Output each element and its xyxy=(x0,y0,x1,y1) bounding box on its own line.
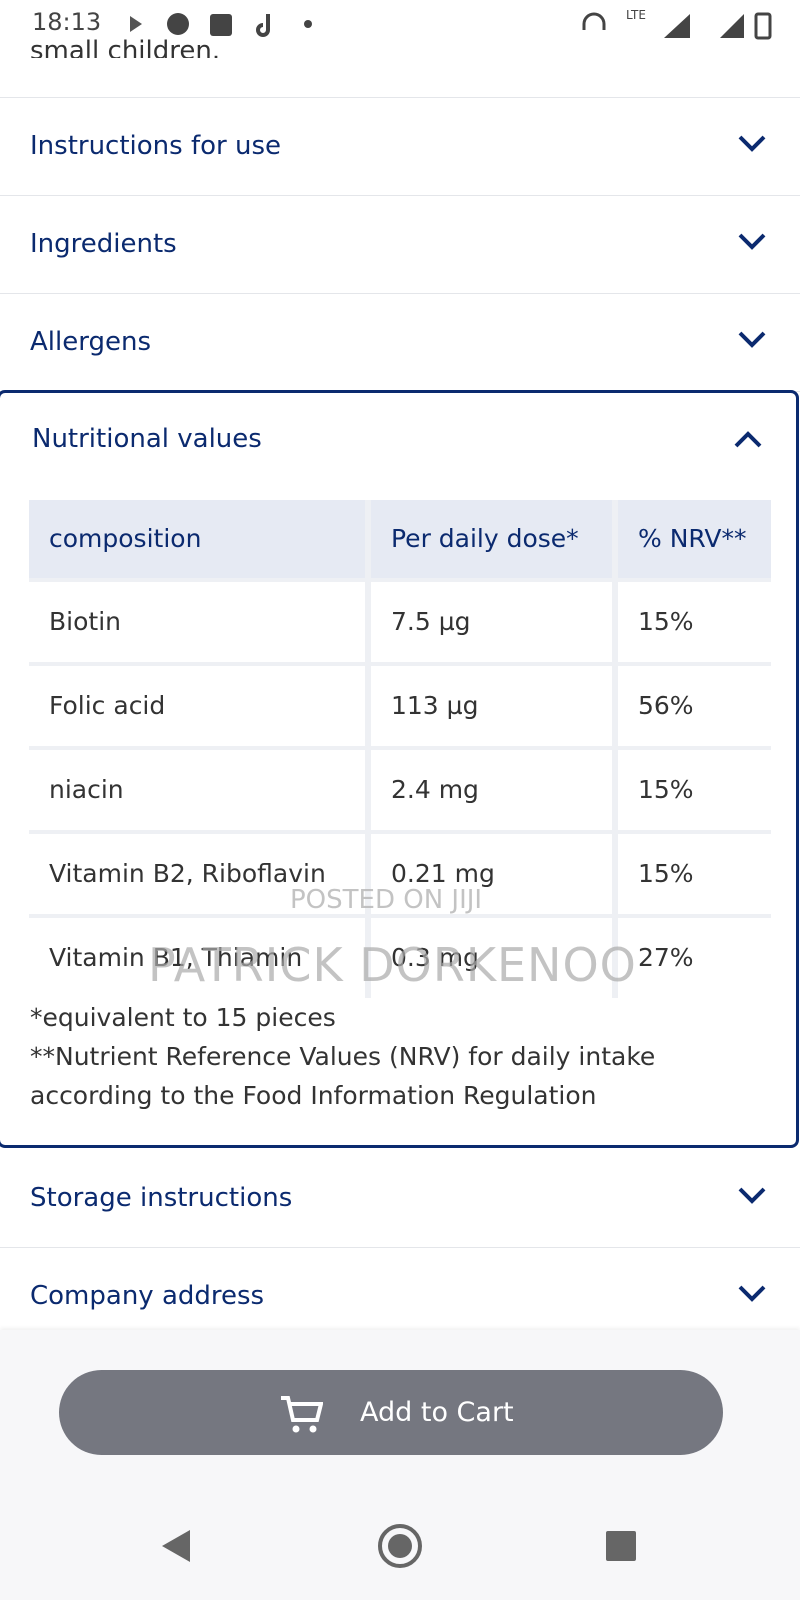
section-title[interactable]: Allergens xyxy=(30,327,151,357)
footnote: *equivalent to 15 pieces xyxy=(30,1003,336,1032)
table-cell: 113 µg xyxy=(371,666,612,746)
footnote: according to the Food Information Regula… xyxy=(30,1081,597,1110)
system-icons xyxy=(582,12,772,40)
chevron-down[interactable] xyxy=(737,1186,767,1206)
accordion-section[interactable]: Ingredients xyxy=(0,196,800,294)
status-bar: 18:13 LTE xyxy=(0,0,800,48)
table-cell: 2.4 mg xyxy=(371,750,612,830)
divider xyxy=(0,97,800,98)
section-title[interactable]: Company address xyxy=(30,1281,265,1311)
home-button[interactable] xyxy=(378,1524,422,1568)
table-cell: niacin xyxy=(29,750,365,830)
table-cell: 0.21 mg xyxy=(371,834,612,914)
nav-bar xyxy=(162,1524,636,1568)
table-cell: Folic acid xyxy=(29,666,365,746)
footnote: **Nutrient Reference Values (NRV) for da… xyxy=(30,1042,656,1071)
open-section: Nutritional values xyxy=(0,390,799,1148)
table-header-cell: composition xyxy=(29,500,365,578)
section-title[interactable]: Ingredients xyxy=(30,229,177,259)
table-cell: 15% xyxy=(618,582,771,662)
button-label[interactable]: Add to Cart xyxy=(360,1397,514,1428)
watermark-small: POSTED ON JIJI xyxy=(290,885,483,915)
cart-icon xyxy=(281,1396,323,1433)
app-icons xyxy=(130,13,312,37)
accordion-section[interactable]: Instructions for use xyxy=(0,98,800,196)
table-cell: 27% xyxy=(618,918,771,998)
section-title[interactable]: Nutritional values xyxy=(32,424,262,454)
table-cell: Biotin xyxy=(29,582,365,662)
time: 18:13 xyxy=(32,8,102,36)
section-title[interactable]: Storage instructions xyxy=(30,1183,293,1213)
table-cell: 15% xyxy=(618,750,771,830)
chevron-down[interactable] xyxy=(737,1284,767,1304)
table-cell: 0.3 mg xyxy=(371,918,612,998)
table-cell: Vitamin B1, Thiamin xyxy=(29,918,365,998)
accordion-section[interactable]: Storage instructions xyxy=(0,1150,800,1248)
table-header-cell: % NRV** xyxy=(618,500,771,578)
table-cell: 15% xyxy=(618,834,771,914)
add-to-cart-button[interactable]: Add to Cart xyxy=(59,1370,723,1455)
chevron-down[interactable] xyxy=(737,232,767,252)
accordion-section[interactable]: Allergens xyxy=(0,294,800,392)
recents-button[interactable] xyxy=(606,1531,636,1561)
partial-text: small children. xyxy=(30,36,221,58)
table-cell: Vitamin B2, Riboflavin xyxy=(29,834,365,914)
table-header-cell: Per daily dose* xyxy=(371,500,612,578)
nutrition-table: composition Per daily dose*% NRV** Biotin 7… xyxy=(29,500,771,998)
section-title[interactable]: Instructions for use xyxy=(30,131,281,161)
chevron-down[interactable] xyxy=(737,330,767,350)
watermark-large: PATRICK DORKENOO xyxy=(148,938,637,992)
table-cell: 56% xyxy=(618,666,771,746)
network-label: LTE xyxy=(626,8,646,22)
table-cell: 7.5 µg xyxy=(371,582,612,662)
back-button[interactable] xyxy=(162,1530,190,1562)
chevron-up[interactable] xyxy=(733,429,763,449)
chevron-down[interactable] xyxy=(737,134,767,154)
